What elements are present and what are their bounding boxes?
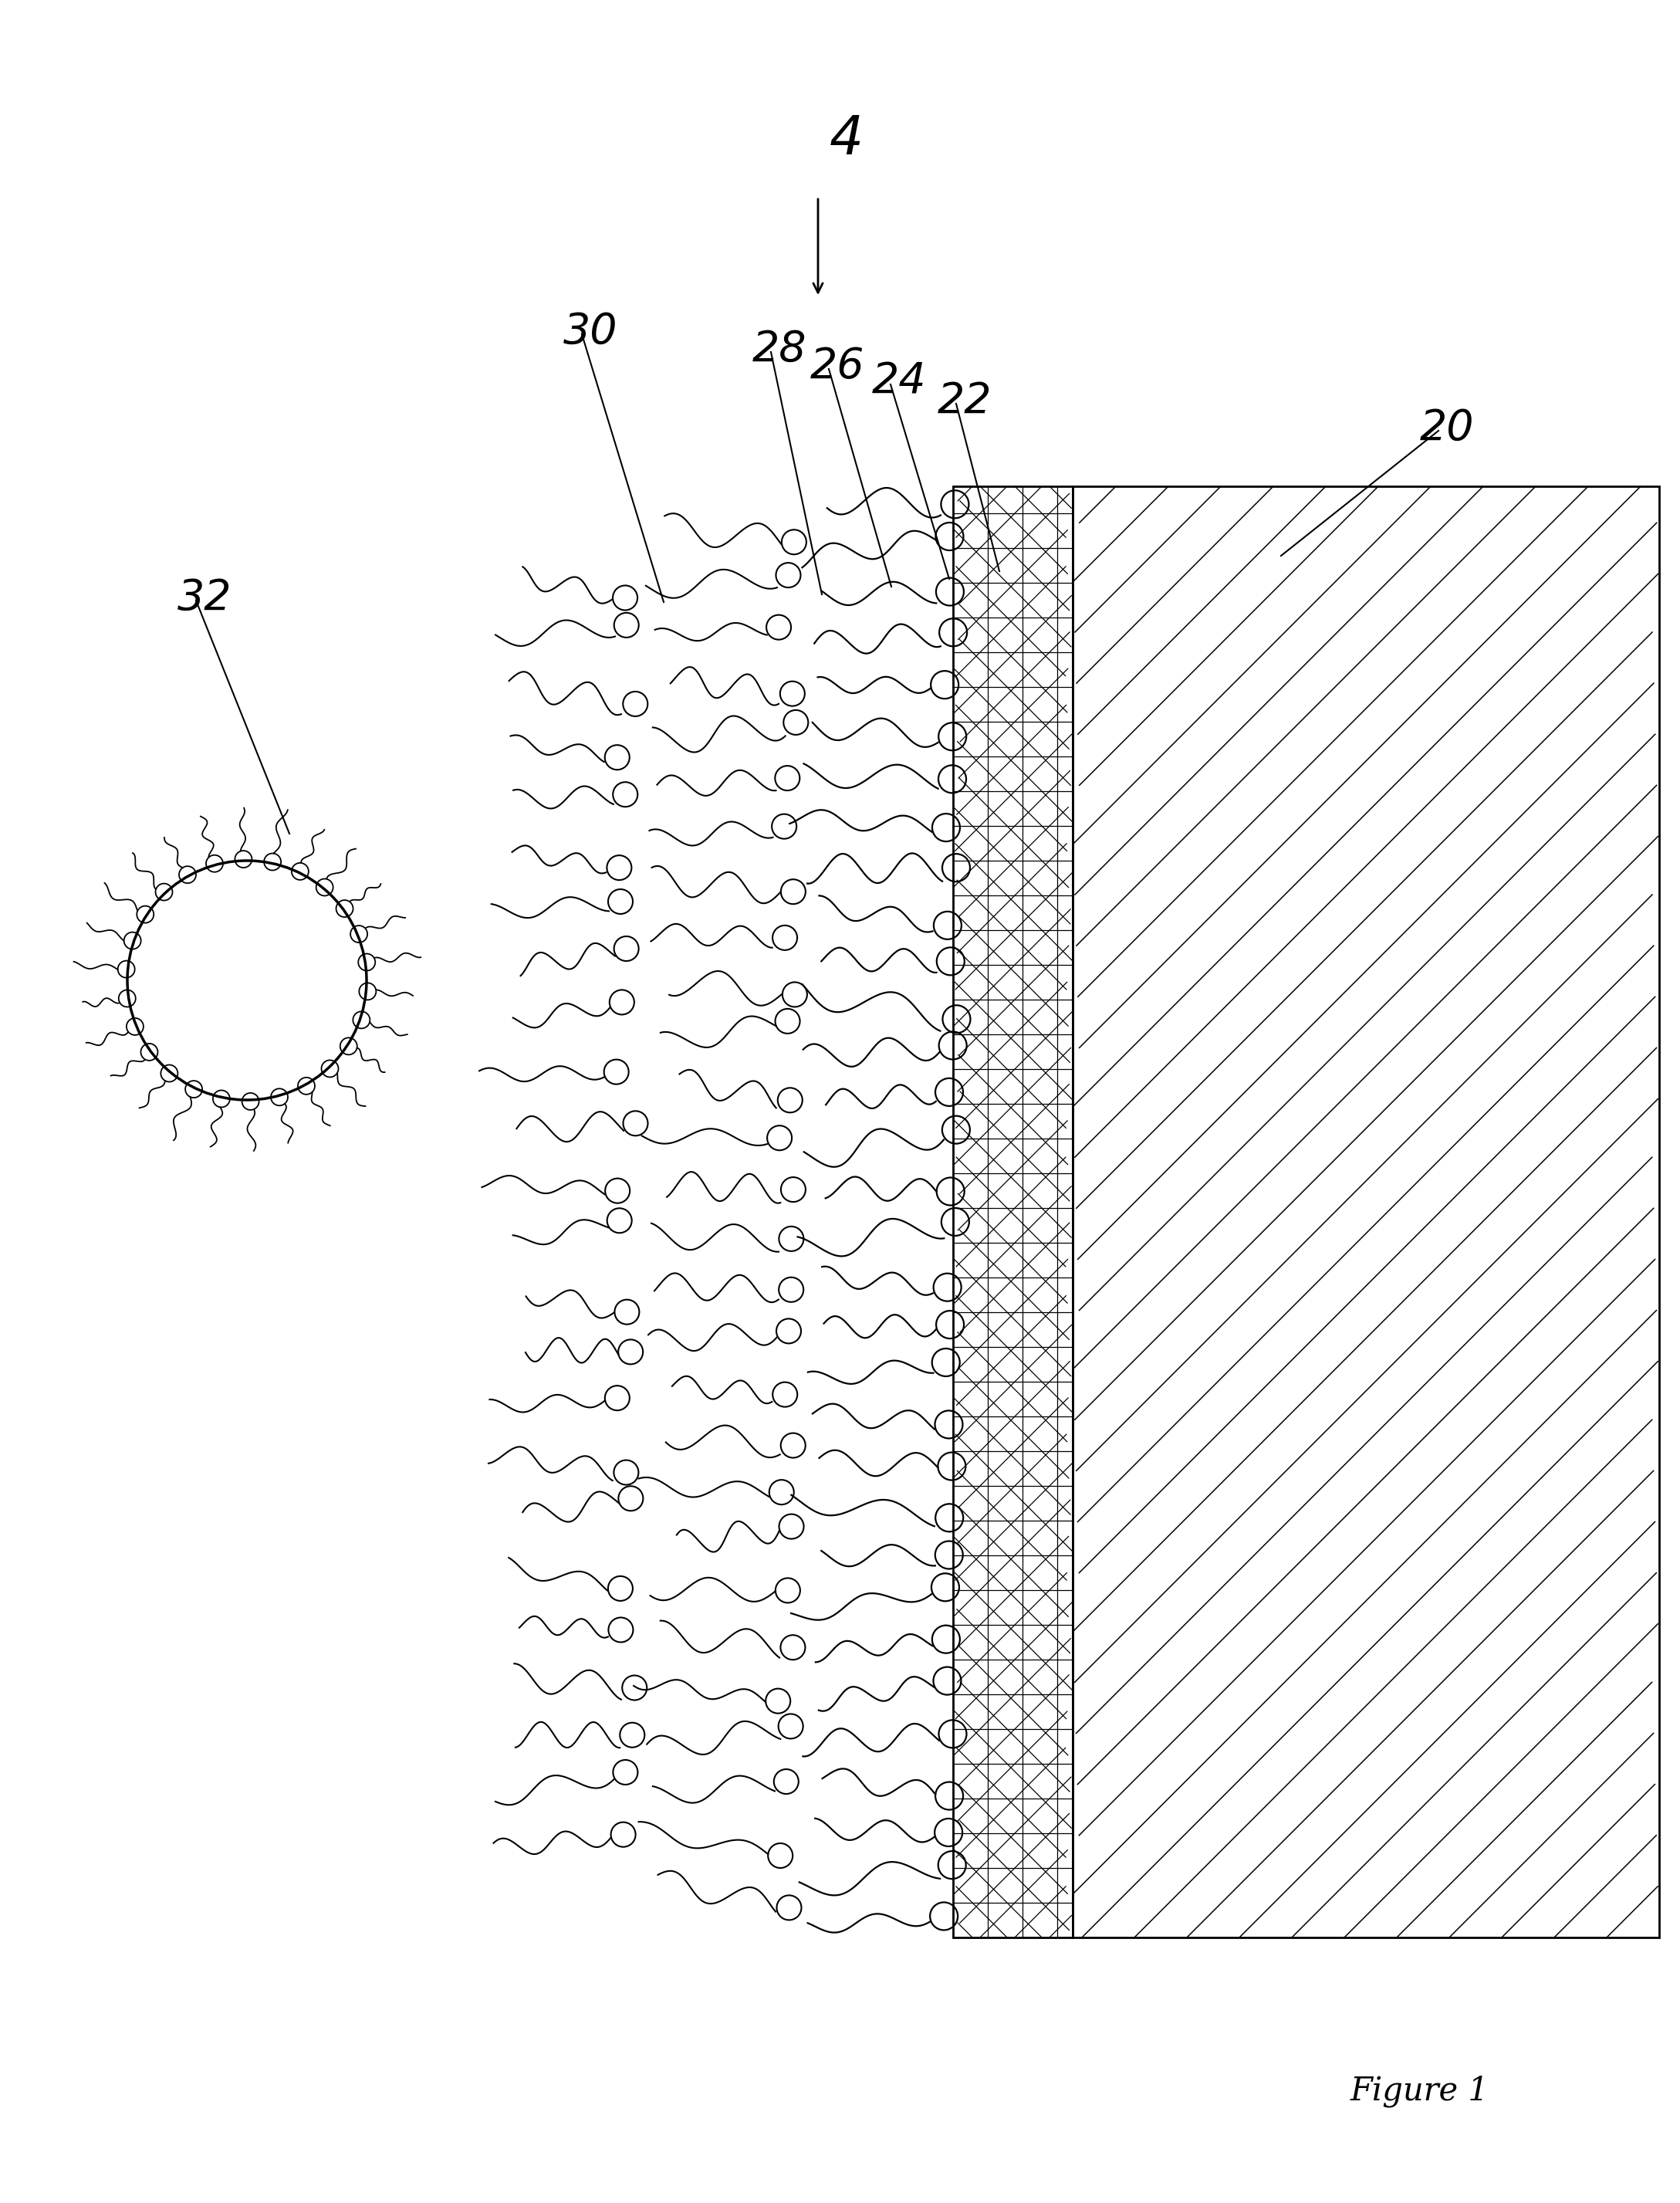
Bar — [953, 487, 1072, 1936]
Text: 26: 26 — [810, 346, 865, 388]
Text: 4: 4 — [830, 115, 864, 165]
Bar — [1072, 487, 1660, 1936]
Bar — [1072, 487, 1660, 1936]
Text: 30: 30 — [563, 311, 618, 352]
Text: 28: 28 — [753, 328, 806, 370]
Bar — [953, 487, 1072, 1936]
Text: Figure 1: Figure 1 — [1351, 2075, 1488, 2106]
Text: 24: 24 — [872, 361, 926, 403]
Text: 22: 22 — [937, 381, 991, 421]
Bar — [1072, 487, 1660, 1936]
Text: 20: 20 — [1420, 408, 1475, 449]
Text: 32: 32 — [178, 577, 232, 619]
